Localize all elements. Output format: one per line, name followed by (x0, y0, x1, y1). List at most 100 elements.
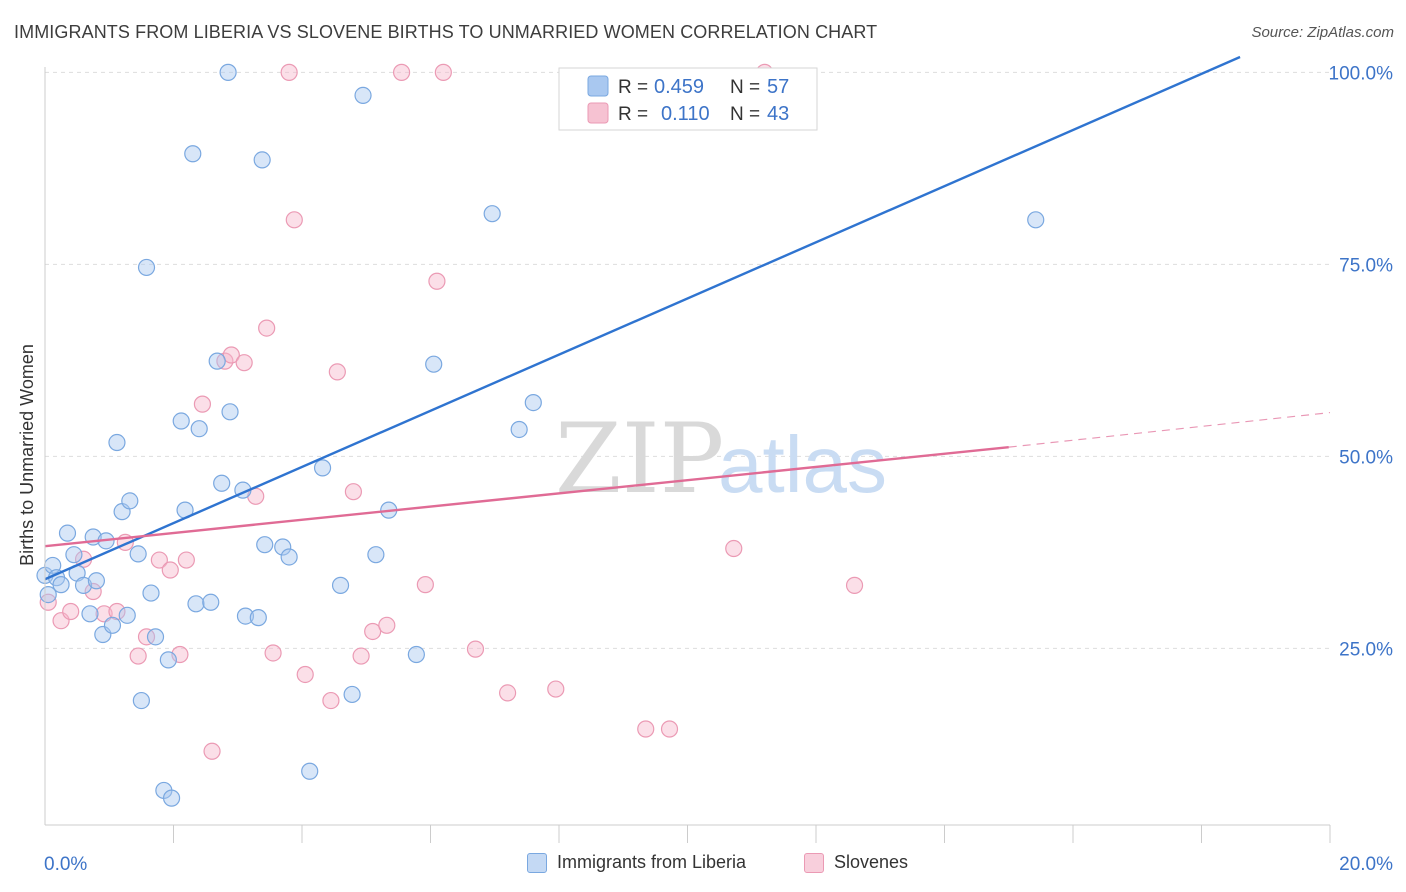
liberia-point (187, 595, 205, 613)
slovenes-point (322, 691, 340, 710)
slovenes-points (39, 63, 864, 760)
liberia-point (184, 145, 202, 163)
stats-swatch-blue (587, 75, 609, 97)
liberia-point (407, 645, 425, 664)
liberia-trend-line (44, 55, 1241, 581)
slovenes-trend-extension (1008, 411, 1331, 448)
slovenes-point (235, 354, 253, 372)
source-credit: Source: ZipAtlas.com (1251, 24, 1394, 41)
liberia-point (146, 628, 165, 646)
legend-swatch-liberia (527, 852, 547, 873)
liberia-point (483, 205, 501, 223)
slovenes-point (428, 272, 446, 290)
liberia-point (58, 524, 77, 542)
liberia-point (253, 151, 271, 169)
liberia-point (213, 474, 231, 492)
slovenes-point (392, 63, 411, 81)
slovenes-point (499, 684, 517, 702)
liberia-point (142, 584, 160, 602)
x-tick-label: 0.0% (44, 854, 87, 875)
slovenes-point (352, 647, 370, 665)
liberia-point (249, 609, 267, 627)
liberia-point (425, 355, 443, 373)
slovenes-point (637, 720, 655, 738)
liberia-point (208, 352, 226, 370)
legend-item-slovenes[interactable]: Slovenes (804, 852, 908, 873)
slovenes-point (258, 319, 276, 337)
legend-swatch-slovenes (804, 852, 824, 873)
slovenes-point (150, 551, 168, 569)
liberia-point (74, 576, 93, 594)
y-tick-label: 75.0% (1339, 255, 1393, 276)
slovenes-point (137, 628, 156, 646)
liberia-point (87, 572, 106, 590)
liberia-point (137, 258, 156, 277)
y-tick-label: 50.0% (1339, 447, 1393, 468)
liberia-point (313, 459, 332, 477)
bottom-legend: Immigrants from Liberia Slovenes (0, 852, 1406, 878)
liberia-point (1027, 211, 1045, 229)
stats-n-label-blue: N = (730, 77, 760, 98)
slovenes-point (364, 622, 382, 641)
slovenes-point (193, 395, 212, 413)
slovenes-point (108, 602, 126, 621)
liberia-point (524, 394, 542, 412)
slovenes-point (161, 561, 179, 579)
chart-title: IMMIGRANTS FROM LIBERIA VS SLOVENE BIRTH… (14, 22, 878, 42)
slovenes-point (129, 647, 147, 665)
slovenes-point (84, 582, 102, 601)
slovenes-point (434, 63, 452, 81)
stats-n-value-blue: 57 (767, 76, 789, 98)
liberia-point (343, 685, 361, 704)
axes: 25.0% 50.0% 75.0% 100.0% 0.0% 20.0% (44, 63, 1393, 875)
liberia-point (172, 412, 190, 430)
slovenes-point (296, 665, 314, 684)
slovenes-point (328, 363, 346, 381)
liberia-point (236, 607, 255, 625)
liberia-point (219, 63, 237, 81)
watermark-atlas: atlas (718, 420, 887, 509)
slovenes-point (62, 602, 80, 621)
liberia-point (159, 651, 177, 669)
slovenes-point (725, 539, 743, 558)
liberia-point (331, 576, 350, 594)
liberia-point (118, 606, 136, 624)
liberia-point (39, 585, 57, 604)
slovenes-point (660, 720, 679, 738)
legend-label-slovenes: Slovenes (834, 852, 909, 872)
legend-item-liberia[interactable]: Immigrants from Liberia (527, 852, 746, 873)
slovenes-point (845, 576, 864, 594)
watermark: ZIP atlas (555, 403, 887, 515)
y-tick-label: 25.0% (1339, 639, 1393, 660)
stats-n-value-pink: 43 (767, 103, 789, 125)
y-axis-label: Births to Unmarried Women (17, 344, 37, 566)
liberia-point (103, 616, 122, 634)
liberia-point (65, 546, 83, 564)
stats-r-value-blue: 0.459 (654, 76, 704, 98)
liberia-point (162, 789, 181, 807)
stats-swatch-pink (587, 102, 609, 124)
stats-r-label-blue: R = (618, 77, 648, 98)
slovenes-point (280, 63, 298, 81)
slovenes-point (416, 576, 434, 594)
liberia-point (129, 545, 147, 563)
y-tick-label: 100.0% (1329, 63, 1394, 84)
liberia-point (280, 548, 298, 566)
slovenes-point (264, 644, 282, 662)
slovenes-point (378, 616, 396, 634)
liberia-point (108, 433, 126, 452)
slovenes-point (203, 742, 221, 760)
slovenes-trend-line (44, 445, 1009, 548)
liberia-point (202, 593, 220, 611)
stats-r-value-pink: 0.110 (661, 103, 710, 125)
liberia-point (510, 420, 528, 439)
liberia-point (190, 420, 208, 438)
liberia-point (256, 536, 274, 554)
stats-legend: R = 0.459 N = 57 R = 0.110 N = 43 (558, 67, 818, 131)
slovenes-point (547, 680, 565, 698)
legend-label-liberia: Immigrants from Liberia (557, 852, 747, 872)
liberia-point (81, 605, 99, 623)
slovenes-point (285, 211, 303, 229)
liberia-points (36, 63, 1045, 807)
